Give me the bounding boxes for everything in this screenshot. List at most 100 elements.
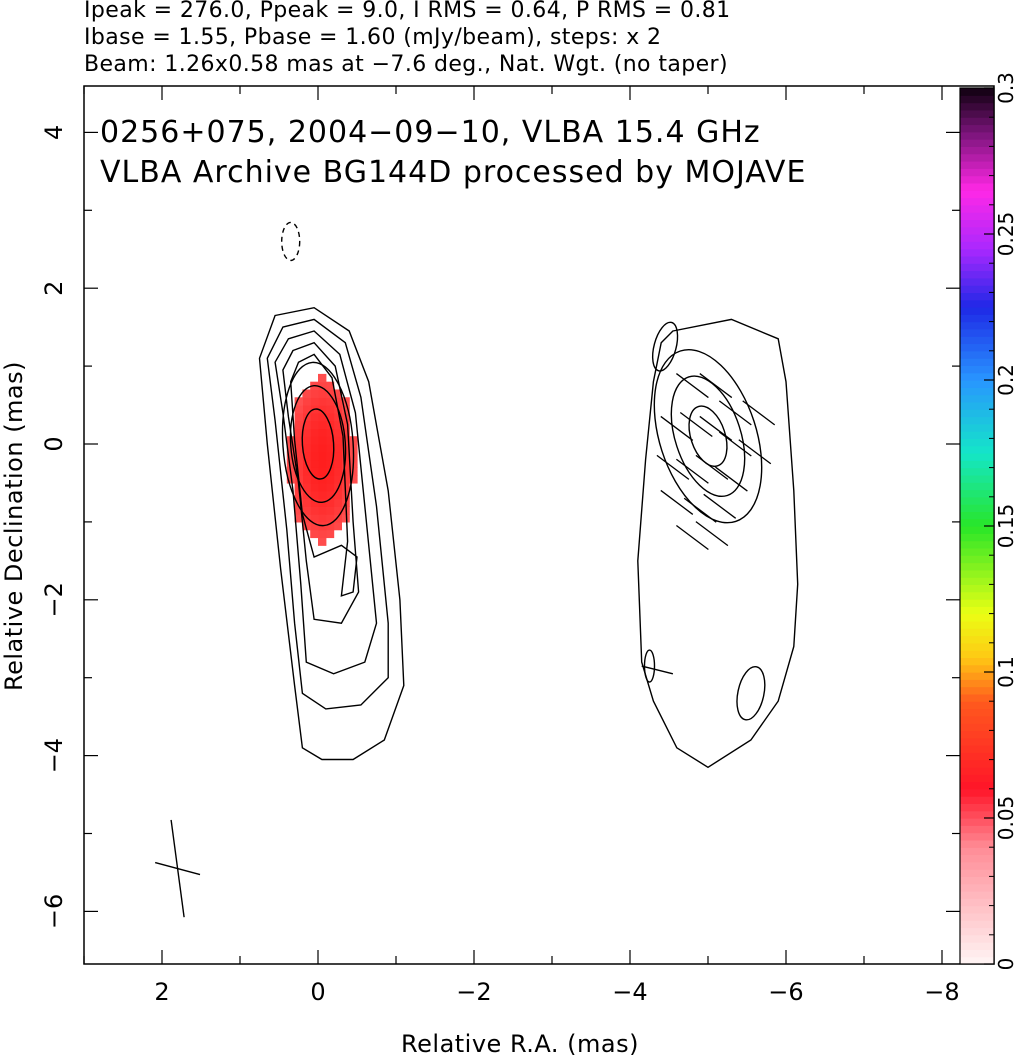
pol-vector (699, 373, 733, 399)
colorbar-segment (960, 752, 994, 761)
core-contour (289, 353, 358, 597)
colorbar-segment (960, 613, 994, 622)
colorbar-segment (960, 723, 994, 731)
core-contour (266, 318, 389, 710)
pol-pixel (333, 521, 342, 531)
colorbar-segment (960, 774, 994, 783)
pol-pixel (302, 428, 311, 437)
pol-pixel (302, 444, 311, 453)
colorbar-segment (960, 109, 994, 118)
colorbar-segment (960, 219, 994, 228)
colorbar-segment (960, 336, 994, 345)
colorbar-segment (960, 277, 994, 286)
colorbar-segment (960, 672, 994, 680)
colorbar-segment (960, 876, 994, 885)
colorbar-segment (960, 175, 994, 184)
pol-vector (676, 524, 709, 550)
header-line-3: Beam: 1.26x0.58 mas at −7.6 deg., Nat. W… (84, 52, 728, 77)
y-tick-label: −2 (40, 582, 68, 617)
colorbar-segment (960, 883, 994, 892)
pol-pixel (318, 428, 327, 437)
colorbar-segment (960, 584, 994, 593)
pol-vector (641, 665, 674, 675)
colorbar-segment (960, 95, 994, 104)
pol-pixel (325, 521, 335, 531)
colorbar-segment (960, 766, 994, 775)
core-contour (282, 341, 360, 624)
colorbar-segment (960, 212, 994, 220)
colorbar-segment (960, 518, 994, 527)
pol-vector (679, 412, 713, 438)
pol-pixel (325, 436, 335, 445)
pol-pixel (302, 482, 311, 492)
pol-pixel (325, 498, 335, 507)
colorbar-segment (960, 394, 994, 403)
source-title: 0256+075, 2004−09−10, VLBA 15.4 GHz (100, 115, 761, 150)
pol-pixel (318, 412, 327, 422)
colorbar-segment (960, 474, 994, 483)
pol-pixel (310, 521, 319, 531)
colorbar-segment (960, 949, 994, 958)
pol-vector (676, 373, 709, 399)
pol-vector (656, 454, 690, 480)
colorbar-segment (960, 380, 994, 388)
pol-vector (699, 415, 733, 441)
colorbar-segment (960, 650, 994, 658)
pol-pixel (302, 451, 311, 461)
colorbar-tick-label: 0.2 (994, 364, 1018, 396)
pol-vector (683, 497, 717, 523)
pol-pixel (310, 459, 319, 468)
pol-pixel (310, 482, 319, 492)
colorbar-segment (960, 504, 994, 512)
colorbar-segment (960, 664, 994, 673)
colorbar-segment (960, 467, 994, 476)
colorbar-tick-label: 0.25 (994, 212, 1018, 257)
header-line-1: Ipeak = 276.0, Ppeak = 9.0, I RMS = 0.64… (84, 0, 731, 23)
colorbar-segment (960, 496, 994, 505)
pol-pixel (294, 506, 303, 515)
colorbar-segment (960, 416, 994, 425)
pol-pixel (294, 412, 303, 422)
jet-blob-contour (651, 321, 679, 372)
colorbar-segment (960, 956, 994, 965)
colorbar-segment (960, 88, 994, 96)
contour-lines (154, 221, 799, 918)
colorbar-segment (960, 847, 994, 856)
colorbar-segment (960, 263, 994, 272)
colorbar-segment (960, 606, 994, 615)
colorbar-segment (960, 825, 994, 834)
pol-pixel (341, 467, 350, 476)
colorbar-segment (960, 569, 994, 578)
colorbar-segment (960, 781, 994, 790)
pol-pixel (318, 420, 327, 430)
pol-pixel (341, 428, 350, 437)
colorbar-segment (960, 620, 994, 629)
colorbar-segment (960, 197, 994, 206)
pol-pixel (325, 467, 335, 476)
pol-vector (715, 466, 748, 492)
core-contour (281, 361, 355, 527)
pol-pixel (325, 444, 335, 453)
pol-pixel (333, 475, 342, 484)
colorbar-segment (960, 818, 994, 826)
x-tick-label: −6 (768, 978, 803, 1006)
pol-pixel (333, 451, 342, 461)
colorbar-segment (960, 358, 994, 366)
pol-pixel (310, 467, 319, 476)
pol-pixel (333, 389, 342, 398)
pol-pixel (310, 490, 319, 500)
colorbar-segment (960, 241, 994, 250)
pol-pixel (318, 529, 327, 539)
colorbar-segment (960, 270, 994, 279)
colorbar-segment (960, 708, 994, 717)
pol-pixel (294, 444, 303, 453)
pol-pixel (286, 451, 296, 461)
colorbar-segment (960, 891, 994, 899)
pol-pixel (302, 498, 311, 507)
pol-pixel (294, 405, 303, 414)
colorbar-segment (960, 401, 994, 410)
colorbar-segment (960, 942, 994, 950)
pol-pixel (302, 521, 311, 531)
jet-blob-contour (736, 666, 766, 721)
